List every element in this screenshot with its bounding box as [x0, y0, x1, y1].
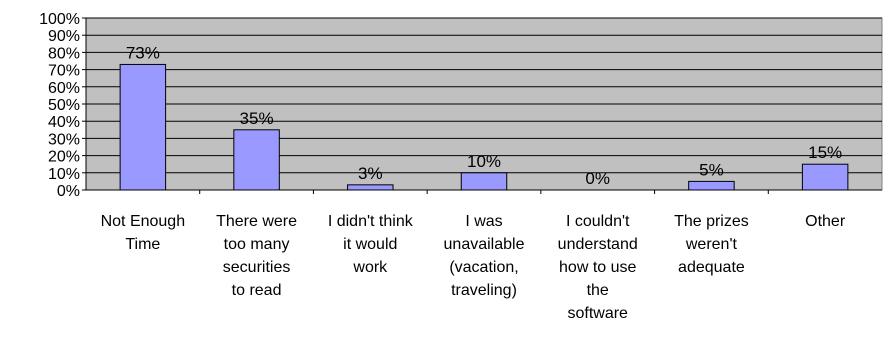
y-tick-label: 70%	[48, 63, 80, 80]
x-category-label-line: securities	[223, 259, 291, 276]
x-category-label: Not Enough Time	[101, 213, 186, 253]
x-category-label: There were too many securities to read	[216, 213, 297, 299]
y-tick-label: 90%	[48, 28, 80, 45]
x-category-label: I was unavailable (vacation, traveling)	[444, 213, 525, 299]
gridlines	[86, 17, 882, 174]
y-tick-label: 0%	[57, 183, 80, 200]
x-category-label-line: I couldn't	[566, 213, 630, 230]
x-category-label: I couldn't understand how to use the softwar…	[558, 213, 638, 322]
y-axis-ticks: 0%10%20%30%40%50%60%70%80%90%100%	[39, 11, 86, 200]
y-tick-label: 80%	[48, 45, 80, 62]
x-category-label-line: too many	[224, 236, 290, 253]
bar	[801, 163, 849, 191]
x-category-label: Other	[805, 213, 846, 230]
data-label: 15%	[808, 143, 842, 162]
y-tick-label: 30%	[48, 131, 80, 148]
x-axis-labels: Not Enough Time There were too many securiti…	[101, 190, 846, 322]
x-category-label-line: software	[567, 305, 628, 322]
x-category-label-line: the	[587, 282, 609, 299]
data-label: 10%	[467, 152, 501, 171]
x-category-label-line: (vacation,	[449, 259, 518, 276]
x-category-label-line: understand	[558, 236, 638, 253]
bar	[233, 129, 280, 191]
x-category-label-line: weren't	[685, 236, 738, 253]
x-category-label-line: to read	[232, 282, 282, 299]
bar	[688, 180, 735, 191]
data-labels: 73% 35% 3% 10% 0% 5% 15%	[126, 43, 842, 188]
x-category-label-line: Other	[805, 213, 846, 230]
y-tick-label: 100%	[39, 11, 80, 28]
data-label: 35%	[240, 109, 274, 128]
x-category-label-line: I was	[465, 213, 502, 230]
data-label: 5%	[699, 160, 724, 179]
x-category-label-line: it would	[343, 236, 397, 253]
x-category-label-line: unavailable	[444, 236, 525, 253]
x-category-label-line: work	[352, 259, 388, 276]
y-tick-label: 20%	[48, 149, 80, 166]
y-tick-label: 40%	[48, 114, 80, 131]
x-category-label-line: how to use	[559, 259, 636, 276]
y-tick-label: 10%	[48, 166, 80, 183]
bar	[460, 172, 508, 191]
x-category-label-line: adequate	[678, 259, 745, 276]
x-category-label-line: Not Enough	[101, 213, 186, 230]
data-label: 0%	[585, 169, 610, 188]
x-category-label-line: I didn't think	[328, 213, 414, 230]
x-category-label-line: There were	[216, 213, 297, 230]
x-category-label: The prizes weren't adequate	[674, 213, 749, 276]
y-tick-label: 50%	[48, 97, 80, 114]
x-category-label-line: traveling)	[451, 282, 517, 299]
y-tick-label: 60%	[48, 80, 80, 97]
x-category-label-line: The prizes	[674, 213, 749, 230]
data-label: 73%	[126, 43, 160, 62]
x-category-label: I didn't think it would work	[328, 213, 414, 276]
x-category-label-line: Time	[125, 236, 160, 253]
bars	[119, 63, 849, 191]
bar	[119, 63, 167, 191]
data-label: 3%	[358, 164, 383, 183]
bar	[347, 184, 394, 191]
